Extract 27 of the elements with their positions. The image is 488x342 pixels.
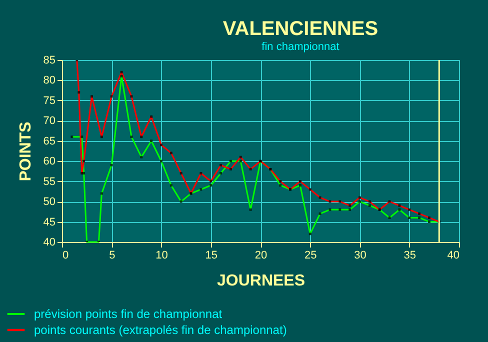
x-tick-label: 20 — [254, 250, 268, 262]
legend-label: points courants (extrapolés fin de championnat) — [34, 323, 287, 337]
y-tick-label: 70 — [43, 115, 56, 128]
chart-title: VALENCIENNES — [222, 18, 378, 40]
y-tick-label: 40 — [43, 236, 56, 248]
y-tick-label: 80 — [43, 74, 56, 87]
x-tick-label: 5 — [109, 250, 116, 262]
legend-label: prévision points fin de championnat — [34, 307, 223, 321]
y-axis-title: POINTS — [17, 121, 34, 182]
x-tick-label: 25 — [304, 250, 317, 262]
x-tick-label: 15 — [205, 250, 218, 262]
x-tick-label: 40 — [447, 250, 460, 262]
y-tick-label: 50 — [43, 196, 56, 208]
x-tick-label: 0 — [62, 250, 69, 262]
line-series — [76, 59, 440, 223]
line-series — [70, 74, 440, 243]
x-tick-label: 10 — [156, 250, 168, 262]
y-tick-label: 45 — [43, 216, 56, 228]
y-tick-label: 65 — [43, 135, 56, 148]
y-tick-label: 85 — [43, 54, 56, 66]
y-tick-label: 55 — [43, 176, 56, 188]
x-tick-label: 35 — [404, 250, 416, 262]
y-tick-label: 60 — [43, 156, 56, 168]
x-axis-title: JOURNEES — [216, 272, 306, 290]
chart-subtitle: fin championnat — [262, 41, 340, 53]
x-tick-label: 30 — [354, 250, 366, 262]
y-tick-label: 75 — [43, 94, 56, 107]
